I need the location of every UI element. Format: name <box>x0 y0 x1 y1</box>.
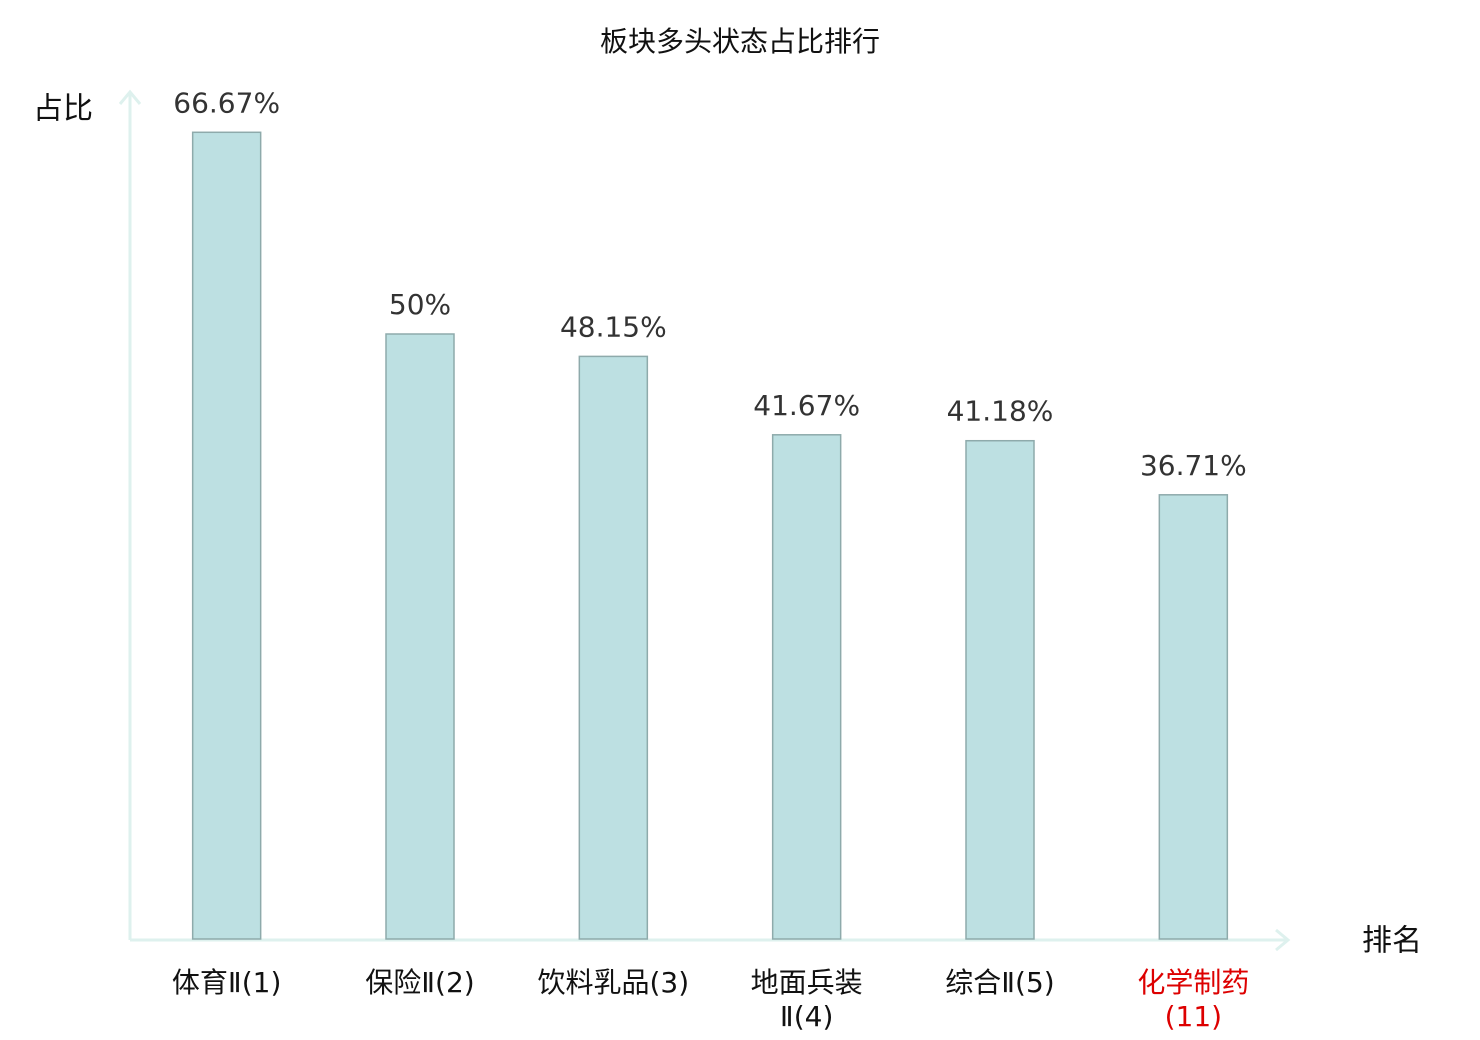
x-tick-label: 化学制药(11) <box>1137 966 1250 1033</box>
x-tick-label: 保险Ⅱ(2) <box>365 966 475 999</box>
value-label: 41.18% <box>947 395 1054 428</box>
bar <box>578 355 649 940</box>
value-label: 50% <box>389 288 451 321</box>
x-tick-label: 地面兵装Ⅱ(4) <box>750 966 863 1033</box>
chart-title: 板块多头状态占比排行 <box>600 25 880 58</box>
x-axis-label: 排名 <box>1362 924 1422 959</box>
value-label: 48.15% <box>560 310 667 343</box>
bar <box>191 131 262 940</box>
x-tick-label: 饮料乳品(3) <box>537 966 690 999</box>
bar <box>385 333 455 940</box>
x-arrow <box>1275 928 1291 952</box>
value-label: 41.67% <box>753 389 860 422</box>
y-arrow <box>118 89 142 105</box>
x-tick-label: 综合Ⅱ(5) <box>945 966 1055 999</box>
value-label: 66.67% <box>173 86 280 119</box>
bar <box>965 439 1035 940</box>
bar <box>771 434 842 940</box>
axes <box>118 89 1291 952</box>
x-tick-label: 体育Ⅱ(1) <box>171 966 282 999</box>
value-label: 36.71% <box>1140 449 1247 482</box>
y-axis-label: 占比 <box>33 92 93 127</box>
bar <box>1158 494 1229 940</box>
